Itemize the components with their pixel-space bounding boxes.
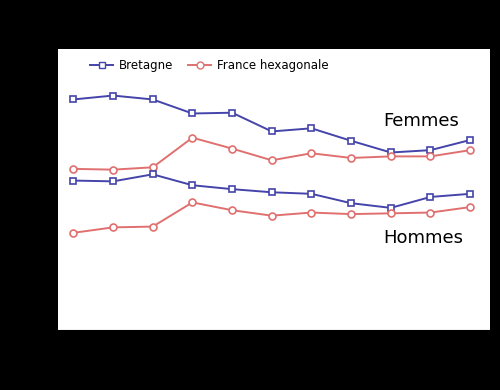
France hexagonale [308, 151, 314, 156]
France hexagonale [269, 158, 275, 163]
Bretagne [110, 93, 116, 98]
France hexagonale [70, 167, 76, 171]
Bretagne [269, 129, 275, 134]
Line: France hexagonale: France hexagonale [70, 134, 473, 173]
Text: Hommes: Hommes [383, 229, 463, 246]
France hexagonale [190, 135, 196, 140]
Bretagne [308, 126, 314, 131]
Text: Femmes: Femmes [383, 112, 458, 129]
Bretagne [229, 110, 235, 115]
Bretagne [388, 150, 394, 155]
Bretagne [190, 111, 196, 116]
Bretagne [428, 148, 434, 152]
France hexagonale [467, 148, 473, 152]
Legend: Bretagne, France hexagonale: Bretagne, France hexagonale [85, 55, 334, 77]
France hexagonale [150, 165, 156, 170]
France hexagonale [428, 154, 434, 159]
Bretagne [70, 97, 76, 102]
Line: Bretagne: Bretagne [70, 92, 473, 156]
Bretagne [150, 97, 156, 102]
France hexagonale [348, 156, 354, 160]
France hexagonale [110, 167, 116, 172]
France hexagonale [388, 154, 394, 159]
Bretagne [348, 138, 354, 143]
France hexagonale [229, 146, 235, 151]
Bretagne [467, 138, 473, 142]
